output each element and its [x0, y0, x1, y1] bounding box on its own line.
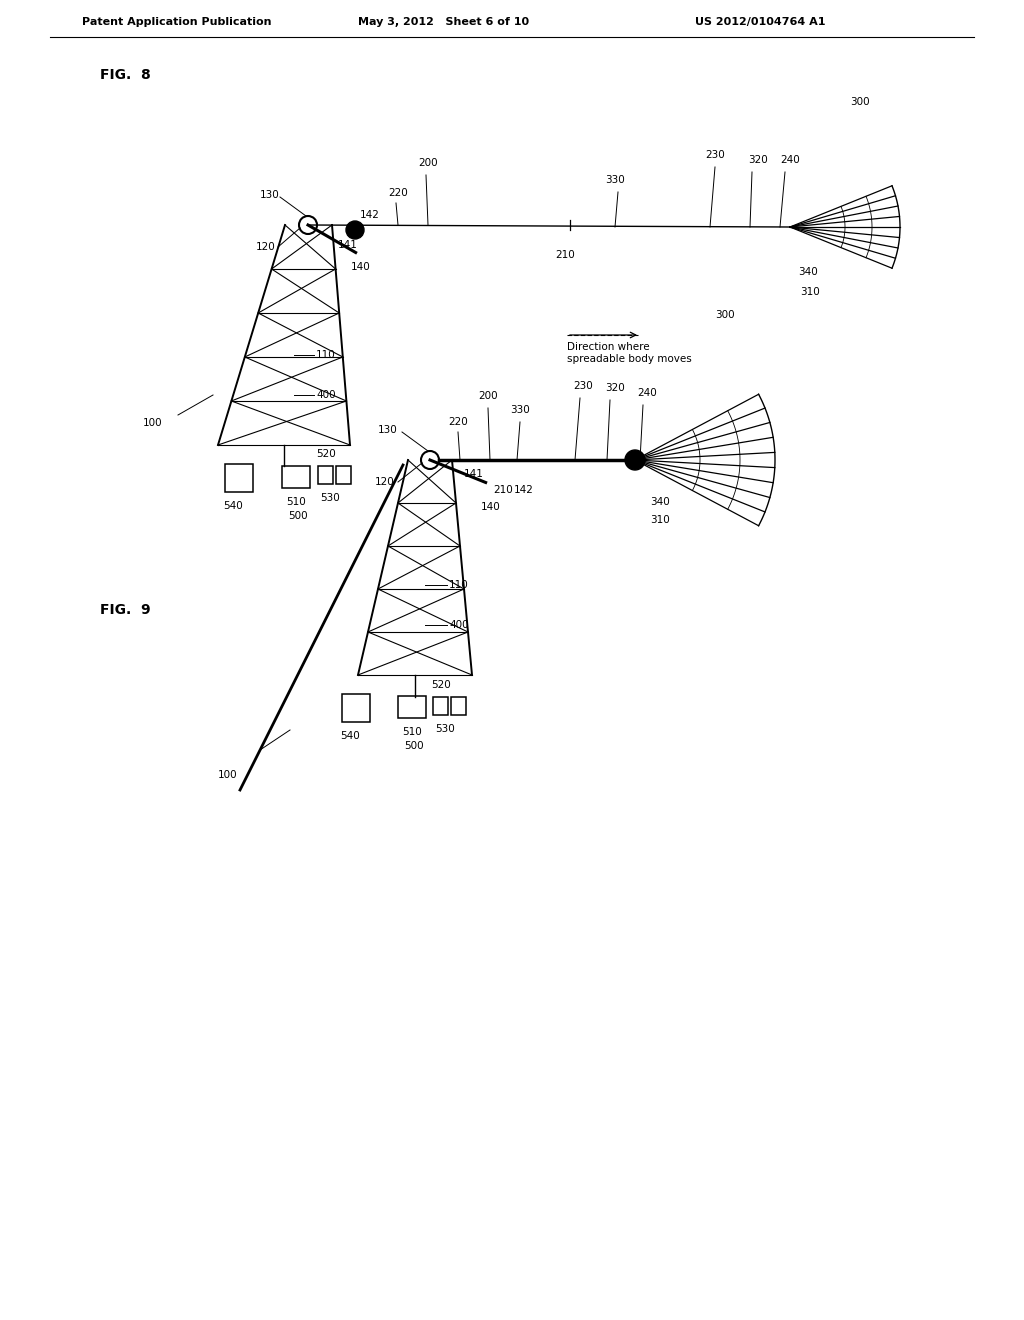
Text: 310: 310 — [800, 286, 820, 297]
Text: 230: 230 — [705, 150, 725, 160]
Text: 240: 240 — [637, 388, 656, 399]
Text: 142: 142 — [514, 486, 534, 495]
Text: 220: 220 — [388, 187, 408, 198]
Text: Patent Application Publication: Patent Application Publication — [82, 17, 271, 26]
Text: 140: 140 — [480, 503, 501, 512]
Bar — [336, 466, 351, 484]
Text: 141: 141 — [464, 470, 483, 479]
Text: 200: 200 — [418, 158, 437, 168]
Text: 240: 240 — [780, 154, 800, 165]
Text: 220: 220 — [449, 417, 468, 426]
Text: 340: 340 — [650, 498, 670, 507]
Text: 142: 142 — [360, 210, 380, 220]
Text: FIG.  9: FIG. 9 — [100, 603, 151, 616]
Text: 120: 120 — [256, 242, 275, 252]
Text: 100: 100 — [143, 418, 163, 428]
Text: 530: 530 — [319, 492, 340, 503]
Text: 340: 340 — [798, 267, 818, 277]
Text: 210: 210 — [555, 249, 574, 260]
Text: 110: 110 — [316, 350, 336, 360]
Text: 110: 110 — [449, 579, 469, 590]
Text: 300: 300 — [850, 96, 869, 107]
Text: 300: 300 — [715, 310, 734, 319]
Bar — [451, 697, 466, 715]
Text: 510: 510 — [286, 498, 306, 507]
Bar — [225, 465, 253, 492]
Text: 330: 330 — [510, 405, 529, 414]
Text: 100: 100 — [218, 770, 238, 780]
Text: 540: 540 — [340, 731, 359, 741]
Text: 400: 400 — [449, 620, 469, 630]
Text: 330: 330 — [605, 176, 625, 185]
Text: FIG.  8: FIG. 8 — [100, 69, 151, 82]
Text: 200: 200 — [478, 391, 498, 401]
Text: 310: 310 — [650, 515, 670, 525]
Text: 500: 500 — [404, 741, 424, 751]
Bar — [398, 696, 426, 718]
Bar — [433, 697, 449, 715]
Bar — [282, 466, 310, 488]
Text: 530: 530 — [435, 723, 455, 734]
Text: May 3, 2012   Sheet 6 of 10: May 3, 2012 Sheet 6 of 10 — [358, 17, 529, 26]
Text: 140: 140 — [350, 263, 371, 272]
Text: 130: 130 — [378, 425, 397, 436]
Text: 120: 120 — [375, 477, 394, 487]
Circle shape — [346, 220, 364, 239]
Text: 400: 400 — [316, 389, 336, 400]
Text: 520: 520 — [431, 680, 451, 690]
Text: US 2012/0104764 A1: US 2012/0104764 A1 — [695, 17, 825, 26]
Text: 230: 230 — [573, 381, 593, 391]
Text: 320: 320 — [605, 383, 625, 393]
Text: 510: 510 — [402, 727, 422, 737]
Text: 500: 500 — [288, 511, 308, 521]
Circle shape — [625, 450, 645, 470]
Text: 210: 210 — [494, 486, 513, 495]
Text: 320: 320 — [748, 154, 768, 165]
Bar — [318, 466, 333, 484]
Text: Direction where
spreadable body moves: Direction where spreadable body moves — [567, 342, 692, 364]
Text: 141: 141 — [338, 239, 357, 249]
Bar — [342, 694, 370, 722]
Text: 540: 540 — [223, 502, 243, 511]
Text: 130: 130 — [260, 190, 280, 201]
Text: 520: 520 — [316, 449, 336, 459]
